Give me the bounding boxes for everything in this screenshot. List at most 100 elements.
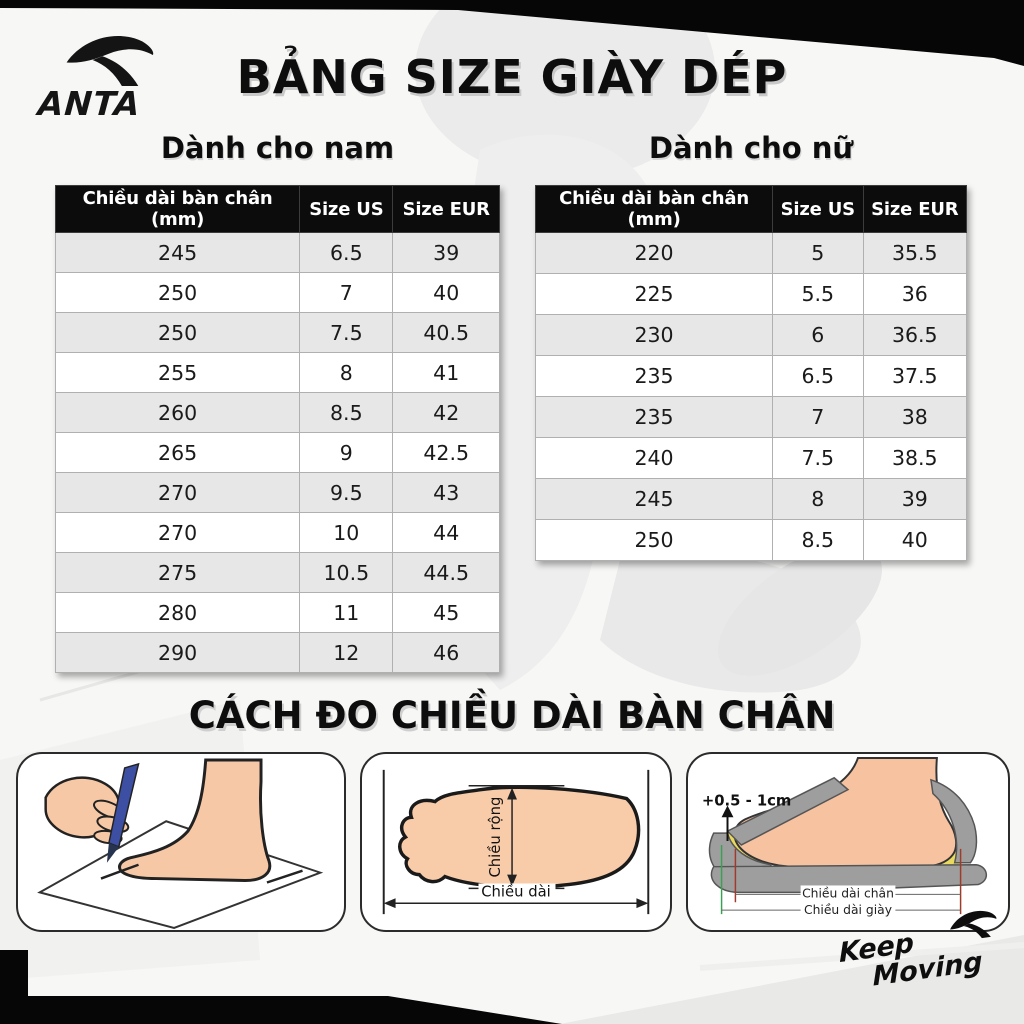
women-table-title: Dành cho nữ — [648, 131, 854, 165]
table-cell: 5 — [772, 232, 864, 274]
table-cell: 5.5 — [772, 273, 864, 315]
table-cell: 235 — [534, 355, 774, 397]
women-col-foot-length: Chiều dài bàn chân (mm) — [534, 185, 774, 233]
foot-dimensions-panel: Chiều rộng Chiều dài — [360, 752, 672, 932]
table-cell: 225 — [534, 273, 774, 315]
foot-width-label: Chiều rộng — [487, 797, 504, 878]
table-cell: 39 — [392, 232, 500, 273]
men-col-size-eur: Size EUR — [392, 185, 500, 233]
arrowhead — [721, 805, 734, 818]
table-cell: 36 — [862, 273, 968, 315]
table-cell: 44.5 — [392, 552, 500, 593]
women-col-size-eur: Size EUR — [862, 185, 968, 233]
table-cell: 39 — [862, 478, 968, 520]
table-cell: 245 — [54, 232, 301, 273]
table-row: 245 6.5 39 — [54, 232, 500, 273]
men-table-title: Dành cho nam — [160, 131, 395, 165]
table-row: 275 10.5 44.5 — [54, 552, 500, 593]
table-row: 235 6.5 37.5 — [534, 355, 968, 397]
table-cell: 220 — [534, 232, 774, 274]
table-cell: 8.5 — [299, 392, 394, 433]
table-cell: 36.5 — [862, 314, 968, 356]
table-cell: 8 — [772, 478, 864, 520]
shoe-tongue-strap — [726, 776, 850, 846]
anta-swoosh-icon — [66, 35, 154, 98]
table-cell: 45 — [392, 592, 500, 633]
shoe-heel-collar — [930, 778, 978, 864]
table-row: 250 8.5 40 — [534, 519, 968, 561]
table-cell: 38 — [862, 396, 968, 438]
table-cell: 270 — [54, 512, 301, 553]
table-cell: 240 — [534, 437, 774, 479]
table-row: 270 10 44 — [54, 512, 500, 553]
foot-top-view — [398, 785, 641, 889]
label-backing — [478, 883, 556, 900]
table-row: 290 12 46 — [54, 632, 500, 673]
table-cell: 44 — [392, 512, 500, 553]
measure-section-title: CÁCH ĐO CHIỀU DÀI BÀN CHÂN — [188, 694, 836, 737]
table-cell: 41 — [392, 352, 500, 393]
table-cell: 250 — [534, 519, 774, 561]
table-cell: 270 — [54, 472, 301, 513]
table-cell: 255 — [54, 352, 301, 393]
table-cell: 7.5 — [772, 437, 864, 479]
allowance-label: +0.5 - 1cm — [702, 792, 792, 809]
men-size-table: Chiều dài bàn chân (mm) Size US Size EUR… — [54, 185, 500, 673]
table-cell: 7 — [299, 272, 394, 313]
top-black-banner — [0, 0, 1024, 66]
foot-tracing-panel — [16, 752, 346, 932]
boundary-lines — [382, 769, 650, 915]
table-cell: 250 — [54, 272, 301, 313]
table-cell: 9 — [299, 432, 394, 473]
table-cell: 10 — [299, 512, 394, 553]
men-table-header-row: Chiều dài bàn chân (mm) Size US Size EUR — [54, 185, 500, 233]
table-row: 265 9 42.5 — [54, 432, 500, 473]
arrowhead — [636, 898, 649, 909]
table-row: 270 9.5 43 — [54, 472, 500, 513]
table-cell: 43 — [392, 472, 500, 513]
table-cell: 265 — [54, 432, 301, 473]
foot-length-label: Chiều dài — [481, 883, 551, 900]
table-cell: 8.5 — [772, 519, 864, 561]
table-row: 245 8 39 — [534, 478, 968, 520]
anta-wordmark: ANTA — [36, 84, 143, 123]
shoe-fit-illustration: +0.5 - 1cm Chiều dài chân Chiều dài giày — [702, 757, 988, 917]
arrowhead — [507, 787, 517, 800]
table-row: 240 7.5 38.5 — [534, 437, 968, 479]
table-row: 250 7 40 — [54, 272, 500, 313]
keep-moving-logo: Keep Moving — [837, 910, 1016, 1020]
table-cell: 40 — [392, 272, 500, 313]
table-cell: 38.5 — [862, 437, 968, 479]
table-cell: 260 — [54, 392, 301, 433]
table-cell: 46 — [392, 632, 500, 673]
table-cell: 12 — [299, 632, 394, 673]
table-cell: 40.5 — [392, 312, 500, 353]
men-col-foot-length: Chiều dài bàn chân (mm) — [54, 185, 301, 233]
foot-side-view — [118, 758, 272, 883]
anta-logo: ANTA — [36, 24, 184, 123]
table-row: 255 8 41 — [54, 352, 500, 393]
table-cell: 7.5 — [299, 312, 394, 353]
table-row: 250 7.5 40.5 — [54, 312, 500, 353]
table-row: 225 5.5 36 — [534, 273, 968, 315]
table-cell: 280 — [54, 592, 301, 633]
table-row: 230 6 36.5 — [534, 314, 968, 356]
table-cell: 42.5 — [392, 432, 500, 473]
women-size-table: Chiều dài bàn chân (mm) Size US Size EUR… — [534, 185, 968, 561]
men-col-size-us: Size US — [299, 185, 394, 233]
trace-marks — [100, 863, 303, 884]
table-cell: 245 — [534, 478, 774, 520]
bottom-black-banner — [0, 950, 562, 1024]
table-cell: 6.5 — [772, 355, 864, 397]
shoe-fit-panel: +0.5 - 1cm Chiều dài chân Chiều dài giày — [686, 752, 1010, 932]
table-cell: 7 — [772, 396, 864, 438]
arrowhead — [383, 898, 396, 909]
table-row: 280 11 45 — [54, 592, 500, 633]
table-cell: 9.5 — [299, 472, 394, 513]
table-cell: 6.5 — [299, 232, 394, 273]
table-row: 260 8.5 42 — [54, 392, 500, 433]
table-cell: 230 — [534, 314, 774, 356]
table-row: 235 7 38 — [534, 396, 968, 438]
table-cell: 6 — [772, 314, 864, 356]
table-cell: 11 — [299, 592, 394, 633]
